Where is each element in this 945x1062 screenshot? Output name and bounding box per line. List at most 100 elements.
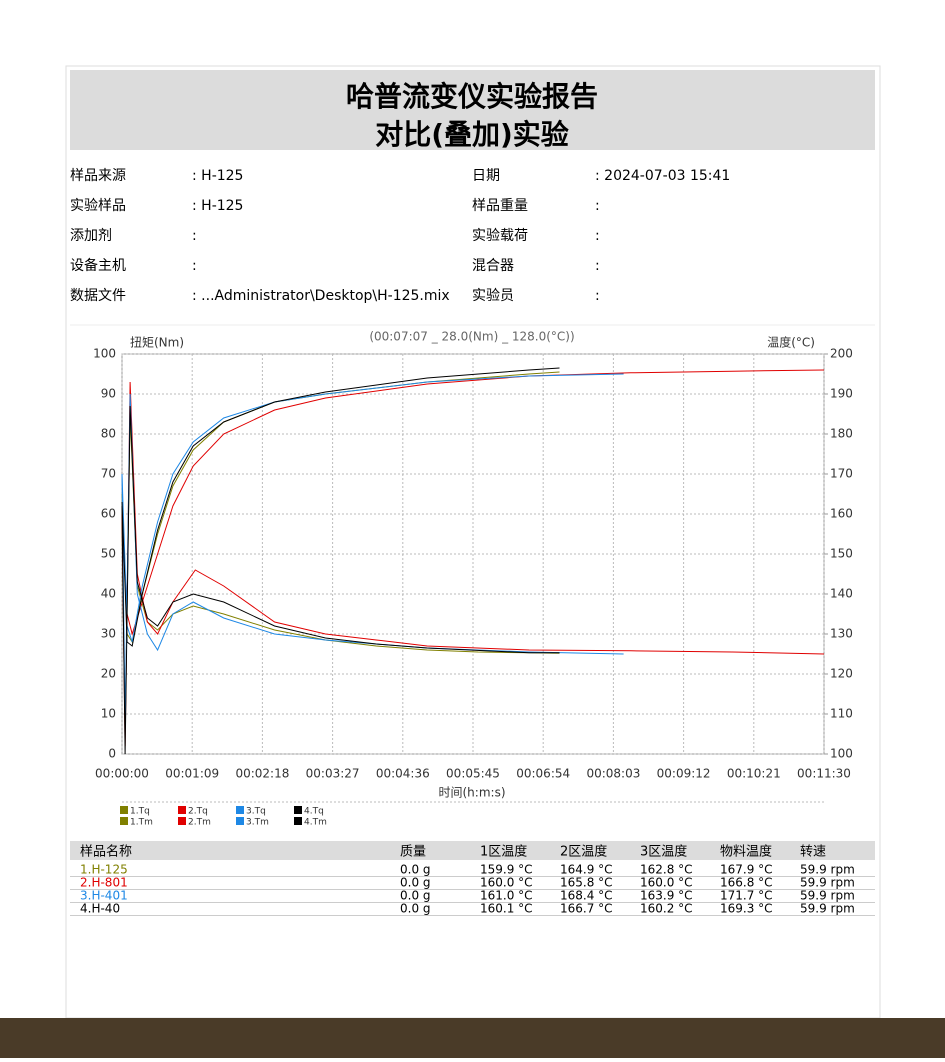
x-tick-label: 00:09:12	[657, 767, 711, 781]
legend-label: 1.Tq	[130, 807, 150, 817]
info-label: 数据文件	[70, 288, 126, 304]
table-cell: 160.0 °C	[480, 876, 533, 890]
table-cell: 171.7 °C	[720, 889, 773, 903]
annotation: (00:07:07 _ 28.0(Nm) _ 128.0(°C))	[369, 330, 574, 344]
y-tick-label: 30	[101, 627, 116, 641]
table-cell: 0.0 g	[400, 889, 431, 903]
x-tick-label: 00:01:09	[165, 767, 219, 781]
table-cell: 3.H-401	[80, 889, 128, 903]
table-cell: 160.2 °C	[640, 902, 693, 916]
info-value: :	[595, 198, 600, 214]
table-cell: 166.7 °C	[560, 902, 613, 916]
y2-tick-label: 130	[830, 627, 853, 641]
y2-axis-label: 温度(°C)	[767, 335, 815, 350]
info-value: : H-125	[192, 198, 243, 214]
table-header: 转速	[800, 845, 826, 860]
info-value: :	[595, 288, 600, 304]
y2-tick-label: 100	[830, 747, 853, 761]
table-cell: 1.H-125	[80, 863, 128, 877]
x-tick-label: 00:02:18	[235, 767, 289, 781]
table-cell: 59.9 rpm	[800, 889, 855, 903]
y2-tick-label: 110	[830, 707, 853, 721]
table-header: 2区温度	[560, 844, 607, 860]
y2-tick-label: 180	[830, 427, 853, 441]
table-cell: 0.0 g	[400, 863, 431, 877]
table-header: 质量	[400, 845, 426, 860]
legend-swatch	[178, 817, 186, 825]
info-label: 混合器	[472, 258, 514, 274]
table-cell: 160.1 °C	[480, 902, 533, 916]
legend-label: 4.Tq	[304, 807, 324, 817]
info-value: :	[192, 228, 197, 244]
table-cell: 59.9 rpm	[800, 902, 855, 916]
legend-label: 3.Tq	[246, 807, 266, 817]
x-tick-label: 00:06:54	[516, 767, 570, 781]
info-label: 实验样品	[70, 198, 126, 214]
table-cell: 160.0 °C	[640, 876, 693, 890]
x-axis-label: 时间(h:m:s)	[439, 786, 506, 800]
legend-swatch	[120, 806, 128, 814]
y-axis-label: 扭矩(Nm)	[130, 336, 184, 350]
info-value: : 2024-07-03 15:41	[595, 168, 730, 184]
series-line	[121, 381, 825, 747]
table-cell: 165.8 °C	[560, 876, 613, 890]
table-header: 样品名称	[80, 844, 132, 860]
table-cell: 162.8 °C	[640, 863, 693, 877]
table-cell: 167.9 °C	[720, 863, 773, 877]
table-cell: 159.9 °C	[480, 863, 533, 877]
table-header-bg	[70, 841, 875, 860]
table-cell: 4.H-40	[80, 902, 120, 916]
legend-label: 2.Tm	[188, 818, 211, 828]
info-label: 实验载荷	[472, 228, 528, 244]
legend-swatch	[294, 806, 302, 814]
y2-tick-label: 120	[830, 667, 853, 681]
table-cell: 2.H-801	[80, 876, 128, 890]
legend-swatch	[236, 817, 244, 825]
x-tick-label: 00:03:27	[306, 767, 360, 781]
table-cell: 169.3 °C	[720, 902, 773, 916]
series-line	[121, 367, 560, 647]
x-tick-label: 00:10:21	[727, 767, 781, 781]
table-header: 物料温度	[720, 844, 772, 860]
y-tick-label: 20	[101, 667, 116, 681]
legend-swatch	[178, 806, 186, 814]
info-label: 添加剂	[70, 228, 112, 244]
footer-bar	[0, 1018, 945, 1058]
info-value: : ...Administrator\Desktop\H-125.mix	[192, 288, 450, 304]
info-value: :	[595, 228, 600, 244]
subtitle: 对比(叠加)实验	[375, 118, 569, 151]
info-value: :	[595, 258, 600, 274]
y-tick-label: 50	[101, 547, 116, 561]
table-header: 3区温度	[640, 844, 687, 860]
y2-tick-label: 150	[830, 547, 853, 561]
info-label: 样品重量	[472, 198, 528, 214]
info-label: 日期	[472, 168, 500, 184]
series-line	[121, 405, 560, 755]
y-tick-label: 90	[101, 387, 116, 401]
y-tick-label: 40	[101, 587, 116, 601]
y-tick-label: 80	[101, 427, 116, 441]
y2-tick-label: 140	[830, 587, 853, 601]
y2-tick-label: 190	[830, 387, 853, 401]
y-tick-label: 0	[108, 747, 116, 761]
legend-label: 4.Tm	[304, 818, 327, 828]
table-cell: 59.9 rpm	[800, 876, 855, 890]
table-header: 1区温度	[480, 844, 527, 860]
header-box	[70, 70, 875, 150]
y2-tick-label: 160	[830, 507, 853, 521]
y2-tick-label: 200	[830, 347, 853, 361]
title: 哈普流变仪实验报告	[346, 80, 598, 113]
table-cell: 59.9 rpm	[800, 863, 855, 877]
info-label: 样品来源	[70, 168, 126, 184]
x-tick-label: 00:11:30	[797, 767, 851, 781]
y-tick-label: 70	[101, 467, 116, 481]
legend-label: 1.Tm	[130, 818, 153, 828]
legend-label: 2.Tq	[188, 807, 208, 817]
table-cell: 168.4 °C	[560, 889, 613, 903]
info-value: :	[192, 258, 197, 274]
table-cell: 0.0 g	[400, 902, 431, 916]
series-line	[121, 373, 624, 643]
x-tick-label: 00:00:00	[95, 767, 149, 781]
